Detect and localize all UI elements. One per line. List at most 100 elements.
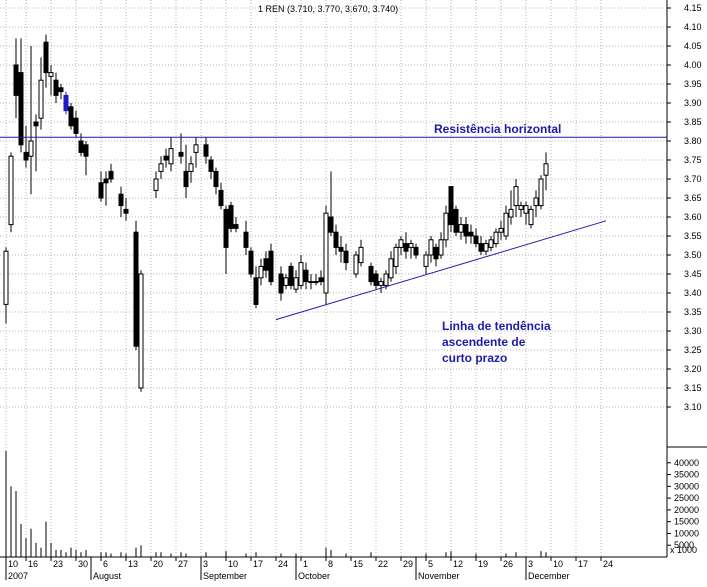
candle-body-down (228, 205, 234, 229)
candle-body-down (413, 246, 419, 256)
candle-body-down (213, 170, 219, 188)
x-tick-label: 20 (153, 559, 163, 569)
candle-body-up (398, 239, 404, 248)
candle-body-down (108, 170, 114, 180)
candle-body-up (518, 205, 524, 210)
x-tick-label: 29 (403, 559, 413, 569)
candle-body-up (378, 281, 384, 286)
candle-body-down (463, 224, 469, 237)
candle-body-up (388, 258, 394, 279)
x-tick-label: 26 (503, 559, 513, 569)
x-tick-label: 6 (103, 559, 108, 569)
x-tick-label: 8 (328, 559, 333, 569)
candle-body-down (78, 140, 84, 153)
x-tick-label: 16 (28, 559, 38, 569)
price-tick-label: 3.15 (684, 383, 702, 393)
trendline-label-line-1: Linha de tendência (442, 319, 551, 333)
candle-body-up (8, 155, 14, 226)
candle-body-up (168, 148, 174, 165)
candle-body-up (528, 208, 534, 226)
candle-body-down (253, 277, 259, 305)
candle-body-down (63, 94, 69, 112)
x-tick-label: 5 (428, 559, 433, 569)
price-tick-label: 3.70 (684, 174, 702, 184)
trendline-label-line-2: ascendente de (442, 335, 526, 349)
candle-body-up (523, 205, 529, 214)
candle-body-up (408, 243, 414, 248)
candle-body-up (353, 254, 359, 275)
price-tick-label: 3.35 (684, 307, 702, 317)
candle-body-down (268, 250, 274, 283)
candle-body-up (538, 178, 544, 207)
candle-body-down (263, 258, 269, 271)
candle-body-down (448, 186, 454, 226)
candle-body-up (533, 197, 539, 207)
price-tick-label: 3.40 (684, 288, 702, 298)
price-tick-label: 3.20 (684, 364, 702, 374)
price-tick-label: 3.90 (684, 98, 702, 108)
month-label: August (93, 571, 122, 581)
candle-body-down (163, 155, 169, 161)
price-tick-label: 3.65 (684, 193, 702, 203)
candle-body-down (103, 178, 109, 184)
candle-body-down (473, 235, 479, 245)
candle-body-down (133, 231, 139, 347)
candle-body-up (283, 277, 289, 286)
x-tick-label: 3 (528, 559, 533, 569)
candle-body-up (503, 212, 509, 237)
candle-body-down (218, 189, 224, 207)
annotations: Resistência horizontal Linha de tendênci… (0, 122, 667, 365)
candle-body-down (68, 106, 74, 127)
candle-body-up (488, 239, 494, 248)
candle-body-up (258, 265, 264, 279)
candle-body-down (243, 231, 249, 248)
candle-body-up (438, 239, 444, 256)
resistance-label: Resistência horizontal (434, 122, 561, 136)
candle-body-down (73, 117, 79, 134)
candle-body-up (358, 246, 364, 264)
candle-body-down (343, 250, 349, 264)
candle-body-down (373, 273, 379, 286)
candle-body-up (3, 250, 9, 305)
candle-body-down (83, 144, 89, 157)
price-tick-label: 3.25 (684, 345, 702, 355)
month-label: October (298, 571, 330, 581)
volume-tick-label: 25000 (674, 493, 699, 503)
candle-body-up (138, 273, 144, 389)
candle-body-up (393, 246, 399, 267)
candle-body-down (468, 231, 474, 237)
candle-body-up (458, 224, 464, 233)
x-tick-label: 1 (303, 559, 308, 569)
price-tick-label: 4.05 (684, 41, 702, 51)
candle-body-up (493, 231, 499, 245)
volume-unit-label: x 1000 (670, 545, 697, 555)
candle-body-up (508, 208, 514, 218)
candle-body-up (193, 144, 199, 153)
volume-tick-label: 30000 (674, 481, 699, 491)
candle-body-up (423, 254, 429, 267)
candle-body-up (483, 243, 489, 252)
candle-body-down (118, 193, 124, 207)
price-tick-label: 3.85 (684, 117, 702, 127)
candle-body-down (183, 170, 189, 188)
candle-body-down (318, 277, 324, 283)
candle-body-down (223, 208, 229, 248)
price-tick-label: 4.10 (684, 22, 702, 32)
candle-body-down (453, 208, 459, 233)
candle-body-up (308, 281, 314, 284)
candle-body-up (293, 277, 299, 290)
price-tick-label: 3.10 (684, 402, 702, 412)
candle-body-up (323, 212, 329, 294)
x-tick-label: 10 (553, 559, 563, 569)
price-tick-label: 3.50 (684, 250, 702, 260)
x-tick-label: 3 (203, 559, 208, 569)
candle-body-down (98, 182, 104, 199)
trendline-label-line-3: curto prazo (442, 351, 507, 365)
candle-body-down (43, 41, 49, 74)
price-tick-label: 3.75 (684, 155, 702, 165)
candle-body-down (278, 273, 284, 294)
x-tick-label: 24 (278, 559, 288, 569)
x-tick-label: 17 (578, 559, 588, 569)
